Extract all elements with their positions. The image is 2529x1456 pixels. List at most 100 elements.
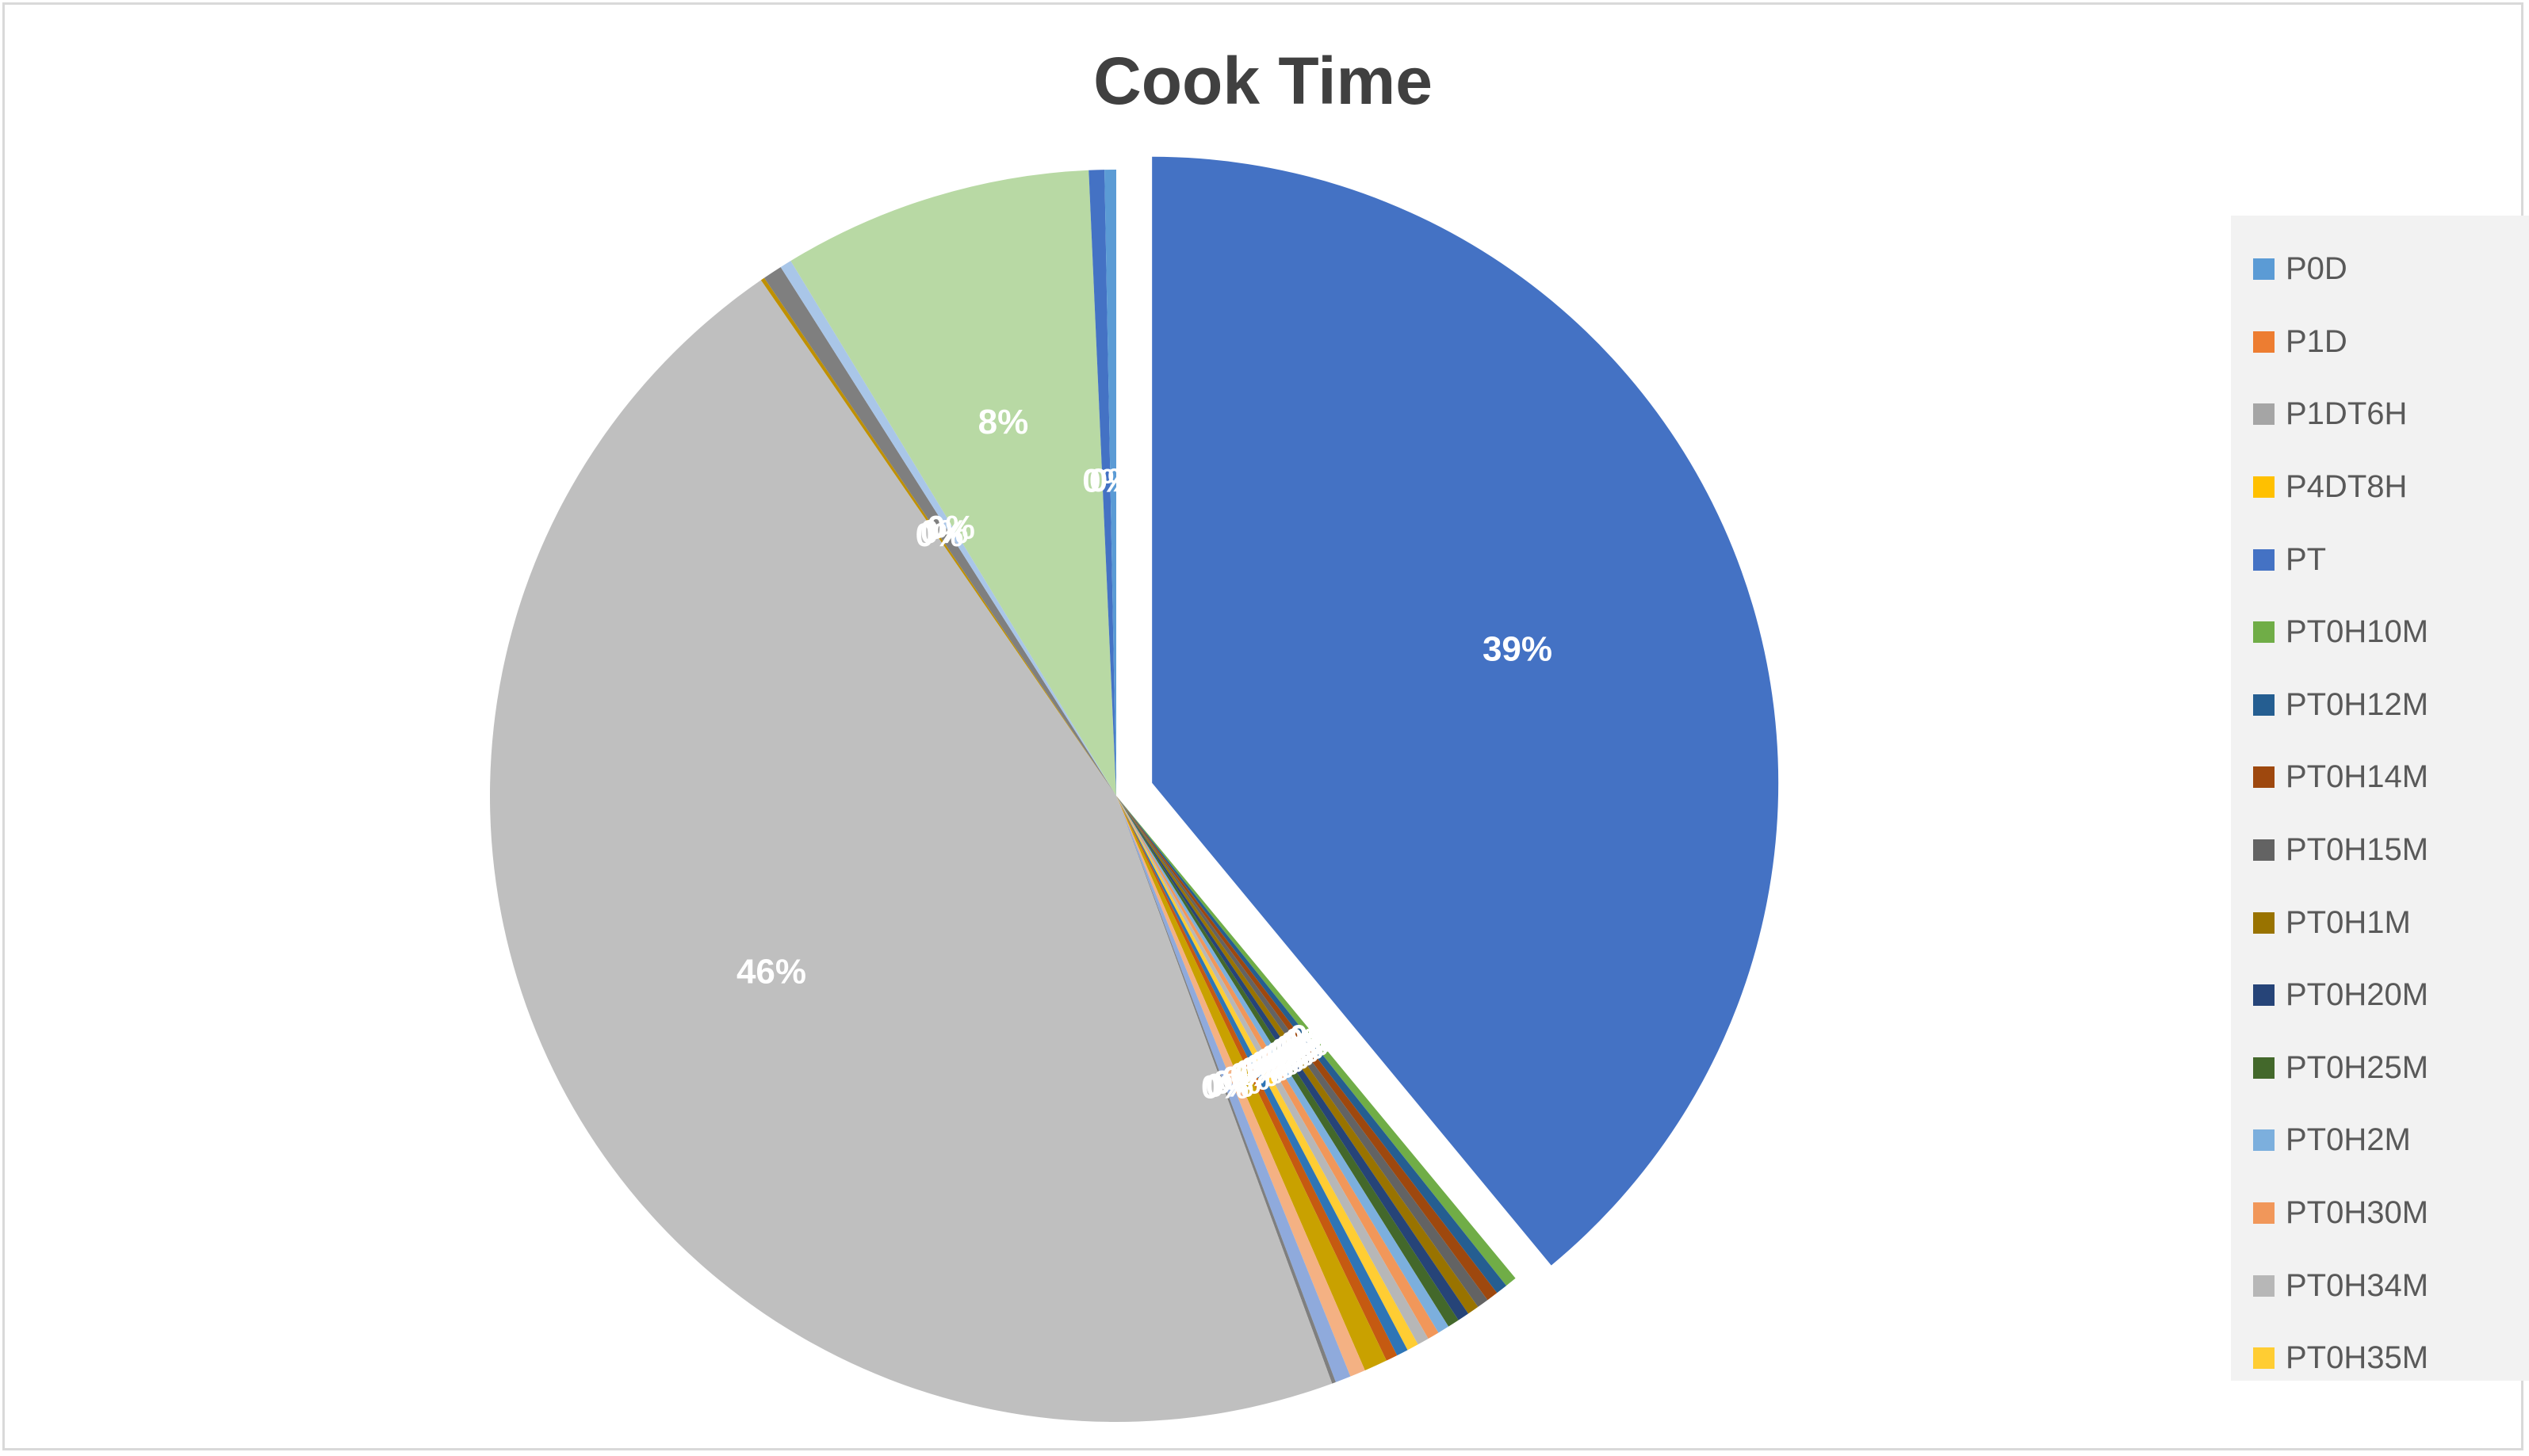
legend-entry-pt0h12m: PT0H12M: [2231, 669, 2529, 742]
legend-swatch: [2253, 548, 2275, 571]
legend-swatch: [2253, 1057, 2275, 1079]
pie-slice-18: [489, 280, 1333, 1423]
legend-entry-pt0h35m: PT0H35M: [2231, 1322, 2529, 1395]
slice-label-17: 0%: [1201, 1068, 1249, 1105]
slice-label-14: 0%: [1222, 1060, 1270, 1097]
legend: P0D P1D P1DT6H P4DT8H PT PT0H10M PT0H12M PT0H14…: [2231, 216, 2529, 1381]
legend-label: PT0H34M: [2286, 1267, 2429, 1303]
legend-swatch: [2253, 1129, 2275, 1152]
legend-swatch: [2253, 984, 2275, 1007]
legend-swatch: [2253, 476, 2275, 499]
pie-slice-1: [1116, 796, 1516, 1286]
pie-slice-2: [1116, 796, 1507, 1294]
legend-label: PT0H2M: [2286, 1122, 2411, 1158]
legend-swatch: [2253, 403, 2275, 426]
legend-entry-pt0h34m: PT0H34M: [2231, 1249, 2529, 1322]
legend-entry-pt: PT: [2231, 523, 2529, 596]
pie-slice-7: [1116, 796, 1459, 1327]
legend-label: PT0H14M: [2286, 759, 2429, 795]
slice-label-0: 39%: [1483, 629, 1552, 668]
slice-label-5: 0%: [1271, 1032, 1319, 1069]
legend-label: P1DT6H: [2286, 396, 2408, 432]
legend-swatch: [2253, 621, 2275, 644]
legend-swatch: [2253, 1347, 2275, 1370]
legend-label: PT0H35M: [2286, 1340, 2429, 1376]
slice-label-15: 0%: [1213, 1064, 1261, 1101]
slice-label-3: 0%: [1280, 1025, 1329, 1062]
pie-slice-12: [1116, 796, 1408, 1356]
slice-label-19: 0%: [916, 516, 964, 553]
slice-label-10: 0%: [1245, 1047, 1294, 1084]
slice-label-16: 0%: [1206, 1066, 1254, 1103]
legend-entry-p4dt8h: P4DT8H: [2231, 451, 2529, 524]
slice-label-6: 0%: [1266, 1035, 1314, 1072]
legend-entry-pt0h30m: PT0H30M: [2231, 1177, 2529, 1250]
slice-label-20: 0%: [920, 513, 969, 550]
slice-label-8: 0%: [1256, 1041, 1304, 1079]
pie-slice-19: [760, 277, 1116, 797]
legend-entry-pt0h2m: PT0H2M: [2231, 1104, 2529, 1177]
pie-slice-11: [1116, 796, 1418, 1351]
pie-slice-13: [1116, 796, 1398, 1361]
legend-swatch: [2253, 1274, 2275, 1297]
pie-chart: 39%0%0%0%0%0%0%0%0%0%0%0%0%0%0%0%0%0%46%…: [489, 156, 1779, 1423]
legend-entry-pt0h15m: PT0H15M: [2231, 814, 2529, 887]
slice-label-22: 8%: [978, 403, 1029, 441]
pie-slice-22: [790, 170, 1116, 796]
pie-slice-15: [1116, 796, 1365, 1377]
legend-entry-p1d: P1D: [2231, 306, 2529, 379]
legend-entry-pt0h10m: PT0H10M: [2231, 596, 2529, 669]
legend-swatch: [2253, 694, 2275, 716]
pie-slice-0: [1152, 156, 1779, 1266]
slice-label-21: 0%: [927, 509, 975, 546]
pie-slice-9: [1116, 796, 1439, 1339]
pie-slice-14: [1116, 796, 1387, 1371]
legend-entry-pt0h25m: PT0H25M: [2231, 1032, 2529, 1105]
legend-label: PT0H12M: [2286, 686, 2429, 722]
chart-title: Cook Time: [1093, 44, 1433, 118]
legend-swatch: [2253, 766, 2275, 789]
legend-label: P0D: [2286, 251, 2347, 287]
slice-label-9: 0%: [1251, 1045, 1299, 1082]
pie-slice-5: [1116, 796, 1479, 1314]
slice-label-12: 0%: [1235, 1053, 1284, 1090]
pie-slice-4: [1116, 796, 1488, 1307]
legend-entry-p1dt6h: P1DT6H: [2231, 378, 2529, 451]
slice-label-23: 0%: [1082, 461, 1131, 499]
pie-slice-3: [1116, 796, 1498, 1301]
legend-entry-pt0h1m: PT0H1M: [2231, 886, 2529, 959]
legend-label: P1D: [2286, 323, 2347, 359]
pie-slice-8: [1116, 796, 1449, 1333]
pie-slice-21: [780, 261, 1116, 796]
legend-label: PT0H20M: [2286, 977, 2429, 1013]
slice-label-24: 0%: [1089, 461, 1138, 499]
pie-slice-20: [763, 266, 1116, 796]
pie-slice-23: [1089, 170, 1116, 797]
legend-label: PT0H30M: [2286, 1195, 2429, 1231]
slice-label-4: 0%: [1276, 1028, 1324, 1065]
legend-swatch: [2253, 839, 2275, 862]
legend-label: PT: [2286, 541, 2327, 577]
pie-slice-6: [1116, 796, 1469, 1320]
legend-label: PT0H15M: [2286, 832, 2429, 868]
pie-slice-24: [1104, 170, 1116, 796]
legend-label: PT0H25M: [2286, 1049, 2429, 1085]
slice-label-13: 0%: [1230, 1056, 1278, 1093]
pie-slice-17: [1116, 796, 1336, 1384]
slice-label-2: 0%: [1285, 1021, 1333, 1058]
legend-swatch: [2253, 331, 2275, 353]
legend-label: P4DT8H: [2286, 469, 2408, 505]
slice-label-1: 0%: [1290, 1018, 1338, 1055]
slice-label-7: 0%: [1261, 1038, 1309, 1076]
legend-swatch: [2253, 258, 2275, 281]
pie-slice-16: [1116, 796, 1351, 1382]
legend-entry-pt0h14m: PT0H14M: [2231, 741, 2529, 814]
pie-slice-10: [1116, 796, 1429, 1345]
legend-label: PT0H10M: [2286, 614, 2429, 650]
legend-entry-p0d: P0D: [2231, 233, 2529, 306]
legend-swatch: [2253, 1202, 2275, 1225]
legend-entry-pt0h20m: PT0H20M: [2231, 959, 2529, 1032]
slice-label-11: 0%: [1241, 1050, 1289, 1087]
slice-label-18: 46%: [737, 953, 806, 992]
